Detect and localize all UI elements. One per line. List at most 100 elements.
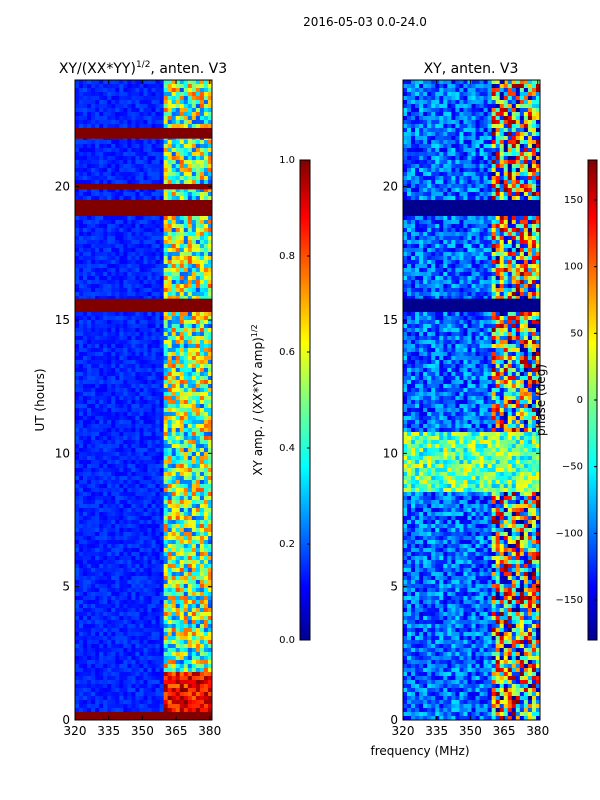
heatmap-cell xyxy=(171,268,177,273)
heatmap-cell xyxy=(167,548,173,553)
heatmap-cell xyxy=(167,352,173,357)
heatmap-cell xyxy=(151,492,156,497)
heatmap-cell xyxy=(115,608,120,613)
heatmap-cell xyxy=(171,512,177,517)
heatmap-cell xyxy=(99,412,104,417)
heatmap-cell xyxy=(119,444,124,449)
heatmap-cell xyxy=(127,140,132,145)
heatmap-cell xyxy=(163,476,169,481)
heatmap-cell xyxy=(119,432,124,437)
heatmap-cell xyxy=(147,428,152,433)
heatmap-cell xyxy=(119,464,124,469)
heatmap-cell xyxy=(87,612,92,617)
heatmap-cell xyxy=(147,104,152,109)
heatmap-cell xyxy=(159,604,165,609)
heatmap-cell xyxy=(171,96,177,101)
heatmap-cell xyxy=(155,556,161,561)
heatmap-cell xyxy=(131,496,136,501)
heatmap-cell xyxy=(79,432,84,437)
heatmap-cell xyxy=(175,460,181,465)
heatmap-cell xyxy=(203,616,209,621)
heatmap-cell xyxy=(115,424,120,429)
heatmap-cell xyxy=(191,84,197,89)
heatmap-cell xyxy=(187,180,193,185)
heatmap-cell xyxy=(91,436,96,441)
heatmap-cell xyxy=(171,540,177,545)
heatmap-cell xyxy=(179,428,185,433)
heatmap-cell xyxy=(103,572,108,577)
heatmap-cell xyxy=(167,444,173,449)
heatmap-cell xyxy=(199,244,205,249)
heatmap-cell xyxy=(187,236,193,241)
heatmap-cell xyxy=(147,280,152,285)
heatmap-cell xyxy=(103,544,108,549)
heatmap-cell xyxy=(187,296,193,301)
heatmap-cell xyxy=(127,156,132,161)
heatmap-cell xyxy=(183,232,189,237)
heatmap-cell xyxy=(199,296,205,301)
heatmap-cell xyxy=(91,540,96,545)
heatmap-cell xyxy=(91,424,96,429)
heatmap-cell xyxy=(75,508,80,513)
heatmap-cell xyxy=(187,224,193,229)
heatmap-cell xyxy=(91,164,96,169)
heatmap-cell xyxy=(75,412,80,417)
heatmap-cell xyxy=(135,436,140,441)
heatmap-cell xyxy=(163,156,169,161)
heatmap-cell xyxy=(167,460,173,465)
heatmap-cell xyxy=(175,412,181,417)
heatmap-cell xyxy=(127,624,132,629)
heatmap-cell xyxy=(103,188,108,193)
heatmap-cell xyxy=(111,644,116,649)
heatmap-cell xyxy=(103,452,108,457)
heatmap-cell xyxy=(163,396,169,401)
heatmap-cell xyxy=(143,108,148,113)
heatmap-cell xyxy=(135,172,140,177)
heatmap-cell xyxy=(83,424,88,429)
heatmap-cell xyxy=(155,172,161,177)
heatmap-cell xyxy=(191,80,197,85)
heatmap-cell xyxy=(119,416,124,421)
heatmap-cell xyxy=(87,568,92,573)
heatmap-cell xyxy=(147,332,152,337)
heatmap-cell xyxy=(139,348,144,353)
heatmap-cell xyxy=(111,356,116,361)
heatmap-cell xyxy=(123,248,128,253)
heatmap-cell xyxy=(107,568,112,573)
heatmap-cell xyxy=(135,412,140,417)
heatmap-cell xyxy=(155,388,161,393)
heatmap-cell xyxy=(199,152,205,157)
heatmap-cell xyxy=(171,296,177,301)
heatmap-cell xyxy=(131,424,136,429)
heatmap-cell xyxy=(119,168,124,173)
heatmap-cell xyxy=(199,220,205,225)
heatmap-cell xyxy=(95,232,100,237)
heatmap-cell xyxy=(159,576,165,581)
heatmap-cell xyxy=(183,640,189,645)
heatmap-cell xyxy=(159,476,165,481)
heatmap-cell xyxy=(191,320,197,325)
heatmap-cell xyxy=(103,556,108,561)
heatmap-cell xyxy=(179,228,185,233)
heatmap-cell xyxy=(199,532,205,537)
heatmap-cell xyxy=(87,356,92,361)
heatmap-cell xyxy=(79,416,84,421)
heatmap-cell xyxy=(203,384,209,389)
heatmap-cell xyxy=(147,96,152,101)
heatmap-cell xyxy=(207,568,213,573)
heatmap-cell xyxy=(191,544,197,549)
heatmap-cell xyxy=(91,644,96,649)
heatmap-cell xyxy=(79,336,84,341)
heatmap-cell xyxy=(103,384,108,389)
heatmap-cell xyxy=(83,512,88,517)
heatmap-cell xyxy=(87,632,92,637)
heatmap-cell xyxy=(159,472,165,477)
heatmap-cell xyxy=(195,312,201,317)
heatmap-cell xyxy=(87,88,92,93)
heatmap-cell xyxy=(107,196,112,201)
heatmap-cell xyxy=(191,364,197,369)
heatmap-cell xyxy=(95,108,100,113)
heatmap-cell xyxy=(83,320,88,325)
heatmap-cell xyxy=(127,520,132,525)
heatmap-cell xyxy=(123,228,128,233)
